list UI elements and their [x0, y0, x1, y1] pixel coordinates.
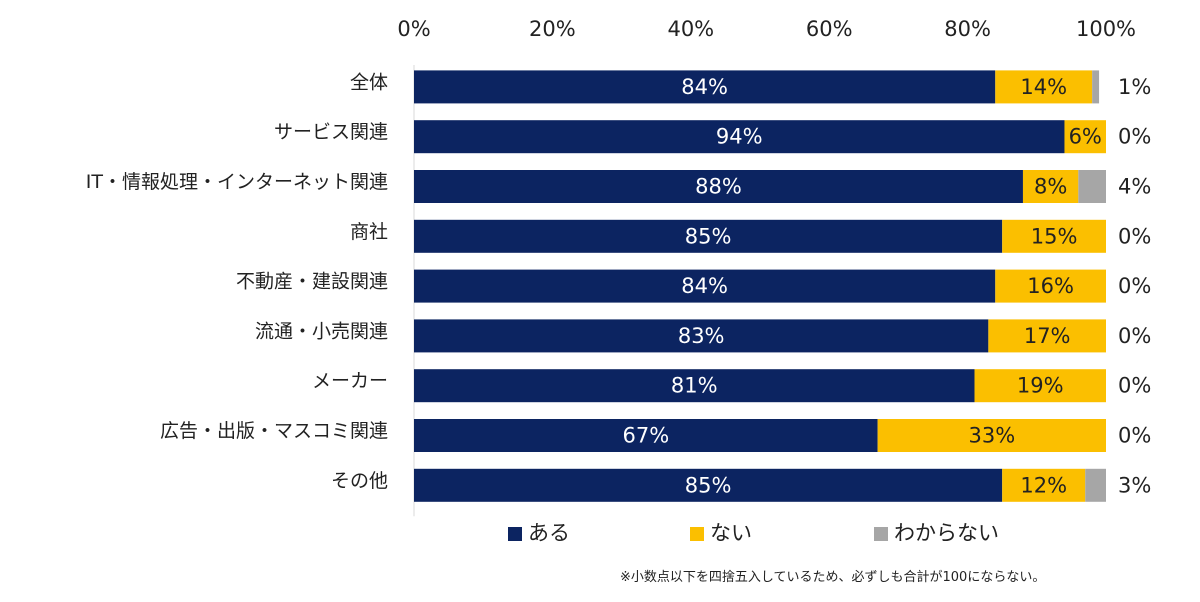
- legend: ある ない わからない: [508, 521, 999, 545]
- x-tick-label: 100%: [1076, 17, 1136, 41]
- x-tick-label: 0%: [397, 17, 430, 41]
- data-label: 8%: [1034, 175, 1067, 199]
- legend-swatch: [874, 527, 888, 541]
- bar-segment: [1064, 120, 1106, 154]
- bar-segment: [1085, 468, 1106, 502]
- data-label: 0%: [1118, 224, 1151, 248]
- category-label: その他: [331, 470, 388, 492]
- bars: 84% 14% 1% 94% 6% 0% 88% 8% 4% 85% 15% 0% 84% 16% 0% 83…: [414, 70, 1151, 502]
- category-label: 商社: [350, 221, 388, 243]
- data-label: 33%: [968, 424, 1015, 448]
- bar-segment: [995, 70, 1093, 104]
- data-label: 67%: [622, 424, 669, 448]
- data-label: 16%: [1027, 274, 1074, 298]
- bar-segment: [414, 468, 1003, 502]
- data-label: 83%: [678, 324, 725, 348]
- bar-segment: [1002, 219, 1106, 253]
- bar-segment: [1092, 70, 1100, 104]
- x-tick-label: 20%: [529, 17, 576, 41]
- data-label: 3%: [1118, 473, 1151, 497]
- bar-segment: [1022, 170, 1079, 203]
- data-label: 0%: [1118, 274, 1151, 298]
- bar-segment: [877, 419, 1106, 452]
- bar-segment: [414, 70, 996, 104]
- data-label: 4%: [1118, 175, 1151, 199]
- data-label: 88%: [695, 175, 742, 199]
- bar-segment: [414, 369, 975, 403]
- category-label: 広告・出版・マスコミ関連: [160, 420, 388, 442]
- data-label: 17%: [1024, 324, 1071, 348]
- data-label: 6%: [1069, 125, 1102, 149]
- legend-swatch: [690, 527, 704, 541]
- data-label: 84%: [681, 274, 728, 298]
- category-label: IT・情報処理・インターネット関連: [86, 171, 388, 193]
- data-label: 15%: [1031, 224, 1078, 248]
- bar-segment: [1078, 170, 1106, 203]
- bar-segment: [974, 369, 1106, 403]
- data-label: 1%: [1118, 75, 1151, 99]
- bar-segment: [414, 319, 989, 353]
- data-label: 0%: [1118, 125, 1151, 149]
- data-label: 94%: [716, 125, 763, 149]
- bar-segment: [1002, 468, 1086, 502]
- x-tick-label: 80%: [944, 17, 991, 41]
- bar-segment: [414, 170, 1023, 203]
- footnote: ※小数点以下を四捨五入しているため、必ずしも合計が100にならない。: [620, 570, 1046, 585]
- category-label: 流通・小売関連: [255, 320, 388, 342]
- data-label: 85%: [685, 473, 732, 497]
- data-label: 0%: [1118, 424, 1151, 448]
- data-label: 84%: [681, 75, 728, 99]
- bar-segment: [995, 269, 1106, 303]
- data-label: 81%: [671, 374, 718, 398]
- category-label: 不動産・建設関連: [236, 271, 388, 293]
- bar-segment: [414, 120, 1065, 154]
- legend-label: わからない: [894, 521, 999, 545]
- legend-label: ない: [710, 521, 752, 545]
- data-label: 12%: [1020, 473, 1067, 497]
- data-label: 0%: [1118, 324, 1151, 348]
- bar-segment: [414, 419, 878, 452]
- x-axis-ticks: 0% 20% 40% 60% 80% 100%: [397, 17, 1136, 41]
- bar-segment: [988, 319, 1106, 353]
- legend-swatch: [508, 527, 522, 541]
- data-label: 14%: [1020, 75, 1067, 99]
- category-label: メーカー: [312, 370, 388, 392]
- bar-segment: [414, 269, 996, 303]
- x-tick-label: 40%: [667, 17, 714, 41]
- data-label: 85%: [685, 224, 732, 248]
- bar-segment: [414, 219, 1003, 253]
- category-label: 全体: [350, 71, 388, 93]
- data-label: 0%: [1118, 374, 1151, 398]
- category-label: サービス関連: [274, 121, 388, 143]
- data-label: 19%: [1017, 374, 1064, 398]
- x-tick-label: 60%: [806, 17, 853, 41]
- legend-label: ある: [528, 521, 570, 545]
